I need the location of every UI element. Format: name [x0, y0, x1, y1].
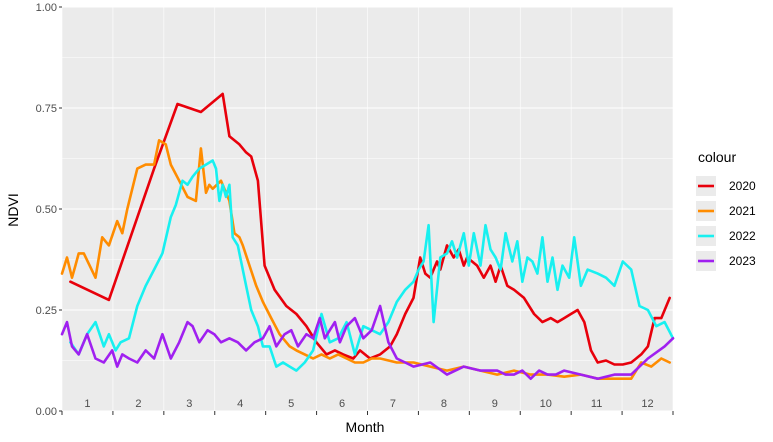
- y-tick-label: 0.00: [36, 406, 57, 418]
- y-tick-label: 0.25: [36, 305, 57, 317]
- month-label: 11: [591, 398, 602, 410]
- legend-label-2021: 2021: [729, 204, 756, 218]
- legend-title: colour: [698, 149, 736, 165]
- y-axis-title: NDVI: [5, 193, 21, 226]
- y-tick-label: 0.50: [36, 204, 57, 216]
- series-line-2022: [69, 159, 675, 372]
- month-label: 4: [237, 398, 243, 410]
- month-label: 3: [186, 398, 192, 410]
- month-label: 1: [84, 398, 90, 410]
- y-tick-label: 1.00: [36, 2, 57, 14]
- x-axis: 1 2 3 4 5 6 7 8 9 10 11 12: [61, 398, 674, 415]
- y-tick-label: 0.75: [36, 103, 57, 115]
- month-label: 6: [339, 398, 345, 410]
- legend-label-2023: 2023: [729, 254, 756, 268]
- x-axis-title: Month: [346, 419, 385, 435]
- y-axis: 0.00 0.25 0.50 0.75 1.00: [36, 2, 62, 418]
- legend-label-2022: 2022: [729, 229, 756, 243]
- series-line-2023: [60, 304, 675, 381]
- month-label: 7: [390, 398, 396, 410]
- series-layer: [60, 92, 675, 381]
- legend-label-2020: 2020: [729, 179, 756, 193]
- legend: colour 2020 2021 2022 2023: [696, 149, 756, 271]
- month-label: 10: [540, 398, 552, 410]
- month-label: 8: [441, 398, 447, 410]
- month-label: 5: [288, 398, 294, 410]
- series-line-2021: [60, 139, 672, 381]
- month-label: 2: [135, 398, 141, 410]
- month-label: 9: [492, 398, 498, 410]
- month-label: 12: [641, 398, 653, 410]
